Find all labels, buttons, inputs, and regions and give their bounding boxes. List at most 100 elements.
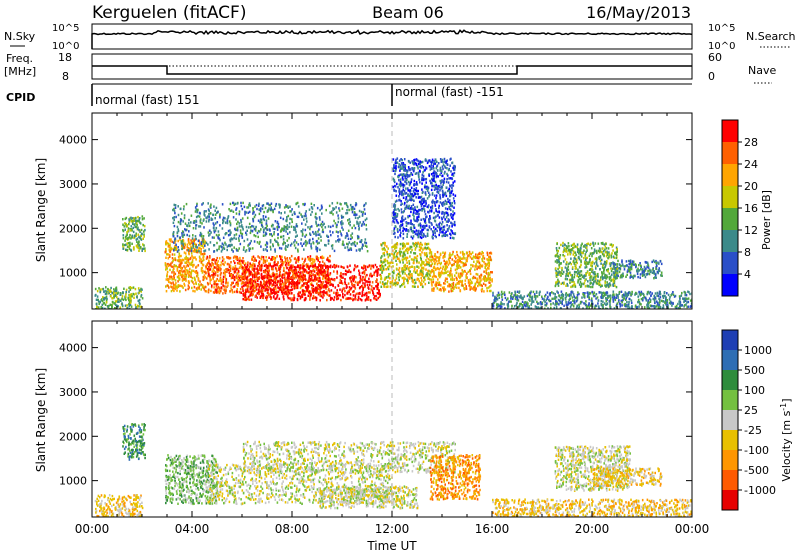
data-cell <box>346 270 348 273</box>
data-cell <box>239 266 241 270</box>
data-cell <box>427 269 429 273</box>
data-cell <box>235 207 238 210</box>
data-cell <box>463 253 466 256</box>
data-cell <box>167 253 169 256</box>
data-cell <box>183 274 185 277</box>
data-cell <box>135 234 137 237</box>
data-cell <box>169 264 172 267</box>
data-cell <box>253 234 255 237</box>
data-cell <box>238 222 240 225</box>
data-cell <box>344 289 346 293</box>
data-cell <box>260 266 262 269</box>
data-cell <box>280 212 282 215</box>
data-cell <box>366 273 368 277</box>
data-cell <box>172 231 175 234</box>
data-cell <box>433 273 435 276</box>
data-cell <box>217 279 220 282</box>
data-cell <box>178 258 180 261</box>
data-cell <box>266 245 268 248</box>
data-cell <box>424 186 426 189</box>
data-cell <box>371 281 374 284</box>
data-cell <box>176 266 179 269</box>
data-cell <box>300 213 302 216</box>
data-cell <box>229 238 231 242</box>
nsky-trace <box>91 29 693 49</box>
data-cell <box>465 287 468 290</box>
data-cell <box>267 288 269 292</box>
data-cell <box>430 222 433 225</box>
data-cell <box>348 248 351 251</box>
data-cell <box>299 273 302 277</box>
data-cell <box>276 240 278 243</box>
data-cell <box>357 292 359 295</box>
data-cell <box>413 163 415 166</box>
data-cell <box>270 297 272 300</box>
data-cell <box>269 245 272 249</box>
data-cell <box>213 236 215 239</box>
data-cell <box>417 159 420 163</box>
data-cell <box>445 230 447 233</box>
data-cell <box>315 222 317 225</box>
data-cell <box>349 276 351 280</box>
data-cell <box>216 277 218 281</box>
data-cell <box>125 290 127 294</box>
data-cell <box>340 275 343 278</box>
data-cell <box>393 229 395 232</box>
data-cell <box>348 222 350 225</box>
data-cell <box>301 244 303 248</box>
data-cell <box>203 252 206 255</box>
data-cell <box>186 260 188 263</box>
data-cell <box>420 236 423 240</box>
data-cell <box>320 264 322 267</box>
data-cell <box>122 247 124 250</box>
data-cell <box>175 264 177 268</box>
data-cell <box>222 284 224 287</box>
data-cell <box>201 253 204 256</box>
data-cell <box>246 277 248 281</box>
data-cell <box>293 257 296 261</box>
data-cell <box>96 295 99 298</box>
data-cell <box>270 296 272 299</box>
data-cell <box>323 294 325 297</box>
data-cell <box>131 242 133 245</box>
data-cell <box>215 233 218 237</box>
data-cell <box>441 158 444 162</box>
data-cell <box>402 255 404 258</box>
data-cell <box>195 224 197 227</box>
data-cell <box>290 242 293 245</box>
data-cell <box>320 207 323 210</box>
data-cell <box>283 241 285 244</box>
data-cell <box>409 189 411 192</box>
data-cell <box>223 263 225 267</box>
data-cell <box>213 291 216 294</box>
data-cell <box>268 256 270 259</box>
data-cell <box>288 272 290 275</box>
data-cell <box>140 305 142 308</box>
data-cell <box>422 225 425 228</box>
data-cell <box>405 173 407 176</box>
data-cell <box>217 266 219 269</box>
data-cell <box>440 160 443 163</box>
data-cell <box>240 218 242 222</box>
data-cell <box>173 209 176 212</box>
data-cell <box>286 218 288 221</box>
data-cell <box>113 291 115 294</box>
freq-tick-top: 18 <box>58 51 72 64</box>
data-cell <box>310 262 313 265</box>
data-cell <box>428 247 430 250</box>
data-cell <box>394 256 396 259</box>
data-cell <box>167 264 170 268</box>
data-cell <box>174 248 177 251</box>
data-cell <box>393 179 395 182</box>
data-cell <box>438 223 440 226</box>
data-cell <box>248 274 250 277</box>
data-cell <box>119 292 122 295</box>
data-cell <box>301 289 304 293</box>
data-cell <box>327 239 330 242</box>
data-cell <box>204 276 207 279</box>
data-cell <box>198 249 200 253</box>
data-cell <box>185 273 187 277</box>
data-cell <box>258 256 261 259</box>
data-cell <box>322 256 325 259</box>
data-cell <box>300 238 303 241</box>
